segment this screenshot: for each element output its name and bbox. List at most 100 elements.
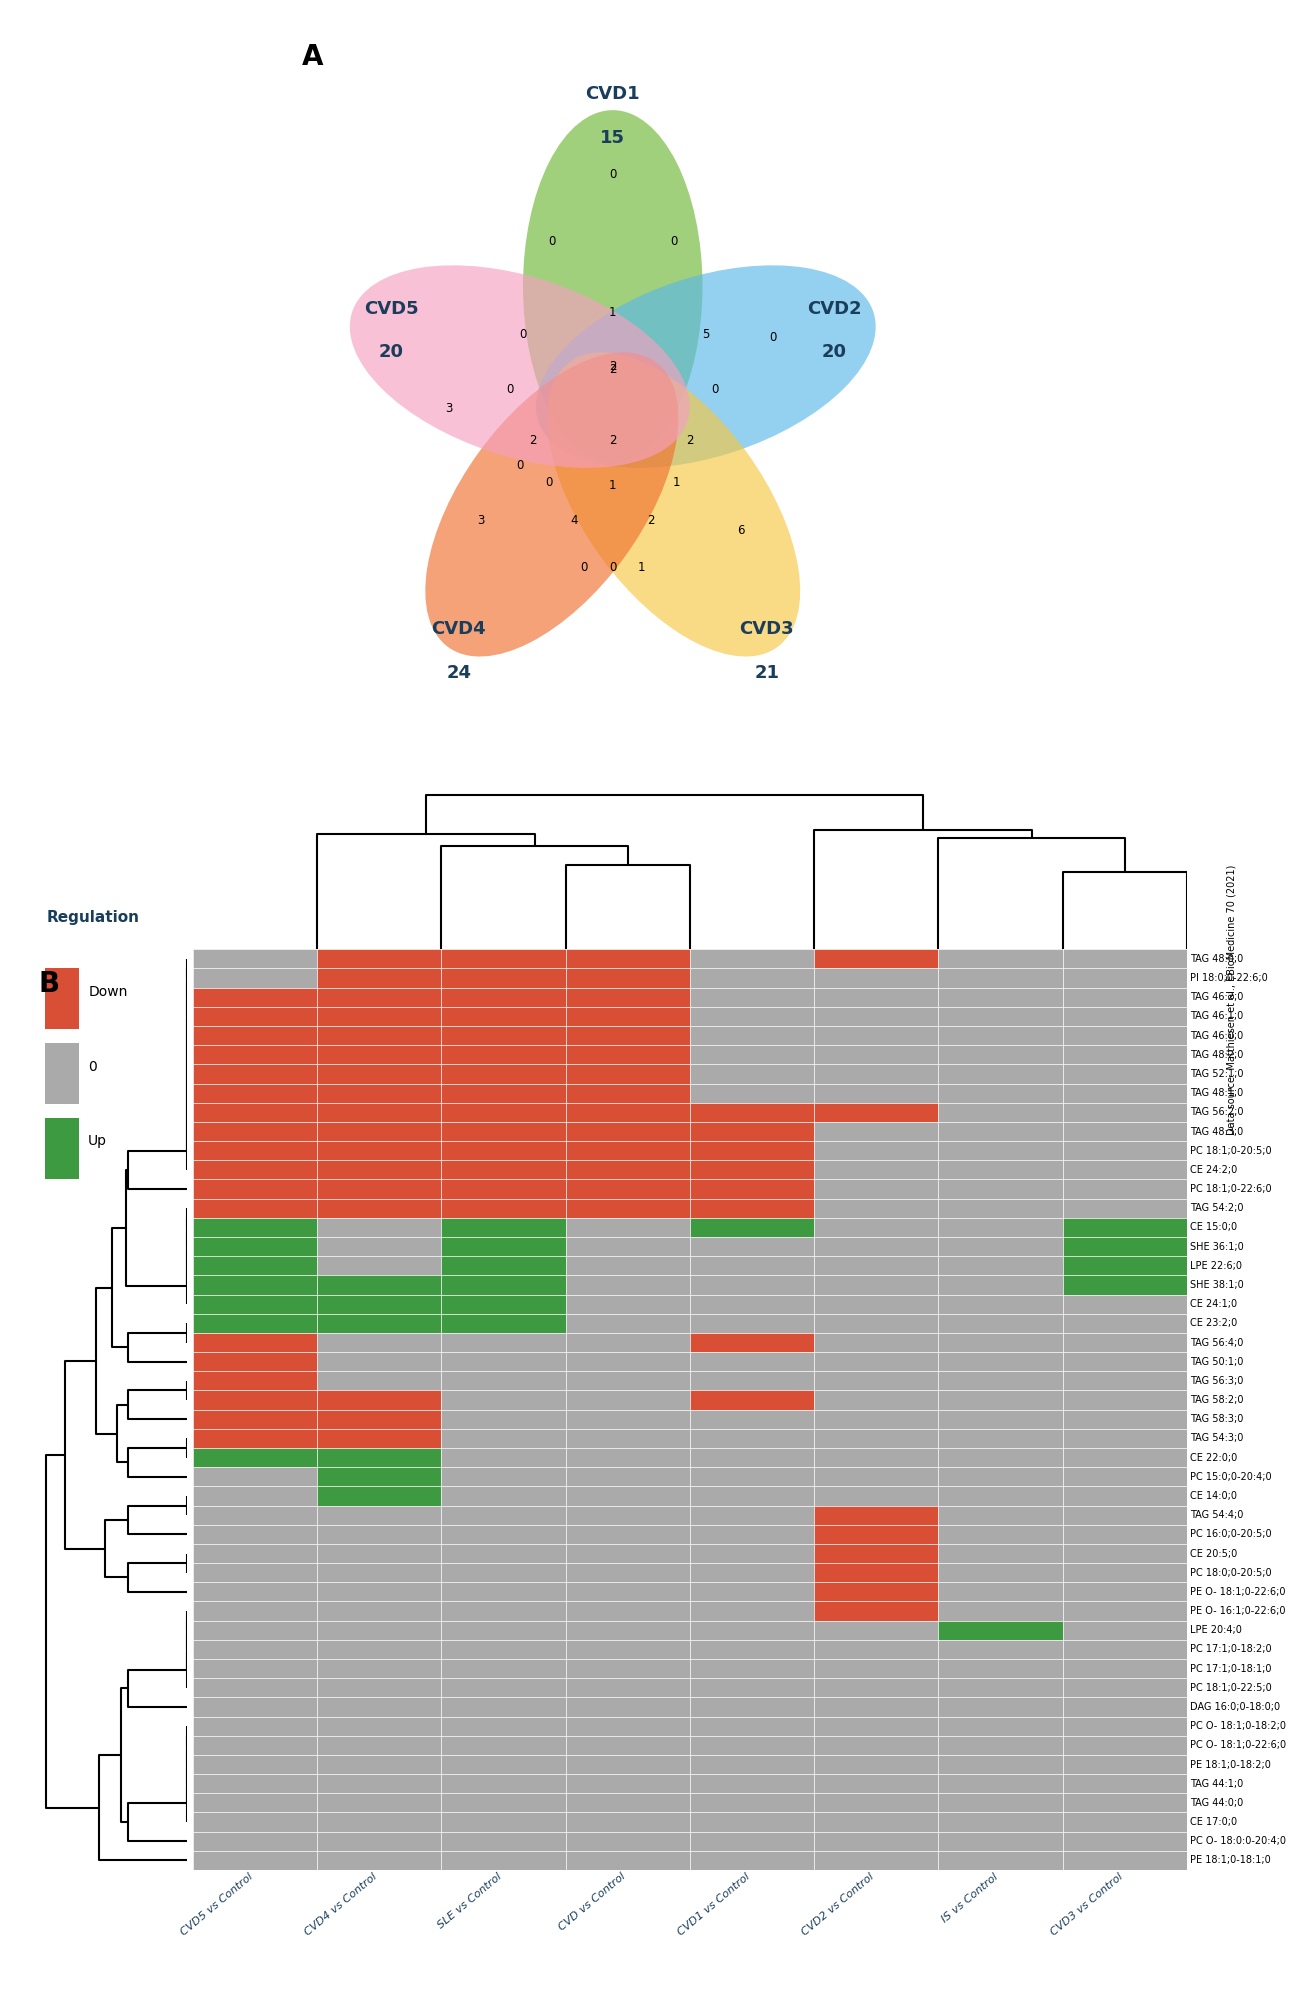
Bar bbox=[317, 1812, 441, 1832]
Bar bbox=[441, 1736, 565, 1754]
Bar bbox=[194, 1716, 317, 1736]
Bar bbox=[1063, 1390, 1187, 1410]
Bar bbox=[565, 1410, 690, 1428]
Bar bbox=[317, 1582, 441, 1602]
Bar bbox=[690, 1620, 814, 1640]
Bar bbox=[317, 1660, 441, 1678]
Bar bbox=[938, 1332, 1063, 1352]
Bar bbox=[938, 1064, 1063, 1084]
Bar bbox=[194, 1064, 317, 1084]
Bar bbox=[194, 1428, 317, 1448]
Bar bbox=[317, 1218, 441, 1238]
Text: Down: Down bbox=[88, 984, 128, 998]
Bar bbox=[938, 1754, 1063, 1774]
Text: 20: 20 bbox=[379, 344, 404, 362]
Bar bbox=[441, 1620, 565, 1640]
Bar bbox=[1063, 1794, 1187, 1812]
Bar bbox=[565, 1142, 690, 1160]
Bar bbox=[317, 1544, 441, 1564]
Ellipse shape bbox=[535, 266, 876, 468]
Bar bbox=[1063, 1544, 1187, 1564]
Bar bbox=[814, 968, 938, 988]
Text: 1: 1 bbox=[637, 560, 645, 574]
Bar bbox=[1063, 1486, 1187, 1506]
Bar bbox=[565, 1716, 690, 1736]
Bar bbox=[814, 1064, 938, 1084]
Bar bbox=[1063, 1736, 1187, 1754]
Text: CVD2: CVD2 bbox=[806, 300, 862, 318]
Bar bbox=[317, 1716, 441, 1736]
Bar bbox=[938, 1774, 1063, 1794]
Bar bbox=[938, 1352, 1063, 1372]
Bar bbox=[1063, 1698, 1187, 1716]
Bar bbox=[441, 1180, 565, 1198]
Bar bbox=[194, 1294, 317, 1314]
Bar bbox=[317, 1294, 441, 1314]
Bar bbox=[1063, 1314, 1187, 1332]
FancyBboxPatch shape bbox=[45, 1118, 79, 1178]
Bar bbox=[317, 1564, 441, 1582]
Bar bbox=[565, 1372, 690, 1390]
Bar bbox=[317, 1276, 441, 1294]
Bar bbox=[938, 1390, 1063, 1410]
Bar bbox=[565, 1180, 690, 1198]
Text: B: B bbox=[39, 970, 59, 998]
Bar bbox=[317, 1256, 441, 1276]
Bar bbox=[690, 1142, 814, 1160]
Bar bbox=[814, 1850, 938, 1870]
Bar bbox=[565, 1428, 690, 1448]
Bar bbox=[194, 1794, 317, 1812]
Bar bbox=[317, 1736, 441, 1754]
Bar bbox=[814, 1544, 938, 1564]
Bar bbox=[1063, 1046, 1187, 1064]
Bar bbox=[814, 1046, 938, 1064]
Bar bbox=[194, 1332, 317, 1352]
Bar bbox=[441, 1026, 565, 1046]
Bar bbox=[441, 1314, 565, 1332]
Bar bbox=[194, 1142, 317, 1160]
Bar bbox=[441, 1372, 565, 1390]
Bar bbox=[441, 968, 565, 988]
Bar bbox=[938, 1294, 1063, 1314]
Bar bbox=[938, 1180, 1063, 1198]
Text: 0: 0 bbox=[544, 476, 552, 488]
Bar bbox=[690, 1294, 814, 1314]
Bar bbox=[814, 1122, 938, 1142]
Bar bbox=[317, 1142, 441, 1160]
Bar bbox=[194, 968, 317, 988]
Bar bbox=[814, 1428, 938, 1448]
Bar bbox=[194, 1660, 317, 1678]
Bar bbox=[441, 1602, 565, 1620]
Bar bbox=[938, 1716, 1063, 1736]
Bar bbox=[1063, 1294, 1187, 1314]
Bar bbox=[814, 1294, 938, 1314]
Bar bbox=[317, 1102, 441, 1122]
Bar bbox=[938, 1812, 1063, 1832]
Bar bbox=[690, 1026, 814, 1046]
Bar bbox=[1063, 1006, 1187, 1026]
Bar bbox=[814, 1716, 938, 1736]
Bar bbox=[317, 1620, 441, 1640]
Bar bbox=[938, 1238, 1063, 1256]
Bar bbox=[441, 1716, 565, 1736]
Bar bbox=[441, 1160, 565, 1180]
Bar bbox=[814, 1006, 938, 1026]
Bar bbox=[938, 950, 1063, 968]
Bar bbox=[690, 1660, 814, 1678]
Bar bbox=[441, 1812, 565, 1832]
Bar bbox=[690, 1102, 814, 1122]
Bar bbox=[690, 1736, 814, 1754]
Bar bbox=[441, 1524, 565, 1544]
Bar bbox=[814, 1564, 938, 1582]
Bar bbox=[441, 1832, 565, 1850]
Bar bbox=[814, 1026, 938, 1046]
Bar bbox=[565, 1850, 690, 1870]
Bar bbox=[814, 1640, 938, 1660]
Bar bbox=[690, 1218, 814, 1238]
Bar bbox=[194, 1620, 317, 1640]
Bar bbox=[938, 1448, 1063, 1468]
Bar bbox=[194, 1006, 317, 1026]
Text: 20: 20 bbox=[822, 344, 846, 362]
Bar bbox=[938, 1564, 1063, 1582]
Bar bbox=[565, 988, 690, 1006]
